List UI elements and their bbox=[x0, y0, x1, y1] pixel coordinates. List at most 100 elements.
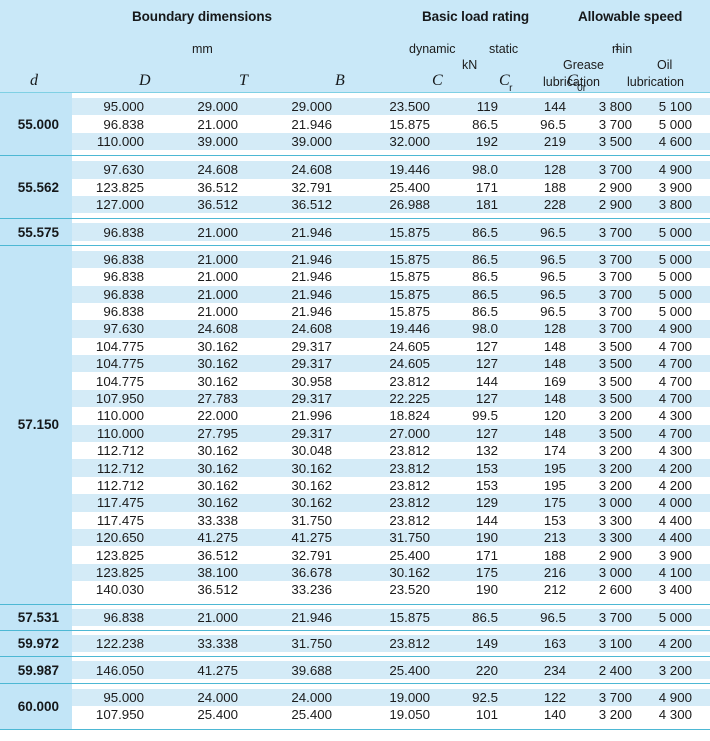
cell-Cr: 171 bbox=[475, 179, 498, 195]
cell-oil_lubrication: 4 300 bbox=[658, 408, 692, 424]
cell-T: 33.338 bbox=[197, 512, 238, 528]
cell-Cr: 127 bbox=[475, 338, 498, 354]
cell-D: 120.650 bbox=[95, 530, 144, 546]
cell-Cr: 175 bbox=[475, 564, 498, 580]
table-row: 96.838 21.000 21.946 15.875 86.5 96.5 3 700 5 0… bbox=[72, 302, 710, 321]
cell-B: 30.162 bbox=[291, 478, 332, 493]
cell-T: 21.000 bbox=[197, 224, 238, 240]
cell-oil_lubrication: 5 100 bbox=[658, 99, 692, 115]
cell-grease_lubrication: 2 900 bbox=[598, 197, 632, 213]
cell-oil_lubrication: 4 900 bbox=[658, 162, 692, 178]
cell-T: 25.400 bbox=[197, 707, 238, 723]
cell-T: 30.162 bbox=[197, 356, 238, 372]
cell-Cr: 86.5 bbox=[472, 269, 498, 285]
cell-Cr: 190 bbox=[475, 530, 498, 546]
cell-C: 19.446 bbox=[389, 321, 430, 337]
header-band-groups: Boundary dimensions Basic load rating Al… bbox=[0, 9, 710, 29]
cell-C: 23.812 bbox=[389, 512, 430, 528]
table-header: Boundary dimensions Basic load rating Al… bbox=[0, 0, 710, 95]
table-row: 97.630 24.608 24.608 19.446 98.0 128 3 700 4 90… bbox=[72, 161, 710, 179]
table-row: 123.825 36.512 32.791 25.400 171 188 2 900 3 90… bbox=[72, 546, 710, 564]
cell-grease_lubrication: 3 500 bbox=[598, 133, 632, 149]
cell-oil_lubrication: 4 300 bbox=[658, 707, 692, 723]
cell-B: 30.162 bbox=[291, 460, 332, 476]
cell-B: 21.946 bbox=[291, 269, 332, 285]
cell-D: 112.712 bbox=[96, 460, 144, 476]
cell-T: 24.608 bbox=[197, 321, 238, 337]
table-row: 107.950 25.400 25.400 19.050 101 140 3 200 4 30… bbox=[72, 706, 710, 724]
cell-Cr: 192 bbox=[475, 133, 498, 149]
header-symbol-C0r: C0r bbox=[567, 72, 587, 94]
cell-C0r: 128 bbox=[543, 321, 566, 337]
cell-B: 24.000 bbox=[291, 689, 332, 705]
cell-grease_lubrication: 2 400 bbox=[598, 662, 632, 678]
group-spacer-top bbox=[72, 657, 710, 662]
cell-T: 21.000 bbox=[197, 116, 238, 132]
header-symbol-Cr-subscript: r bbox=[509, 83, 513, 95]
bore-group: 57.150 96.838 21.000 21.946 15.875 86.5 96.5 3 … bbox=[0, 244, 710, 604]
header-symbol-Cr: Cr bbox=[499, 72, 513, 95]
cell-grease_lubrication: 3 500 bbox=[598, 425, 632, 441]
group-spacer-bottom bbox=[72, 213, 710, 219]
cell-T: 21.000 bbox=[197, 269, 238, 285]
cell-C: 27.000 bbox=[389, 425, 430, 441]
cell-oil_lubrication: 4 400 bbox=[658, 512, 692, 528]
header-symbol-D: D bbox=[139, 72, 151, 89]
cell-oil_lubrication: 5 000 bbox=[658, 251, 692, 267]
cell-C: 23.812 bbox=[389, 478, 430, 493]
cell-D: 96.838 bbox=[103, 224, 144, 240]
cell-T: 30.162 bbox=[197, 373, 238, 389]
cell-C0r: 148 bbox=[543, 391, 566, 407]
table-row: 120.650 41.275 41.275 31.750 190 213 3 300 4 40… bbox=[72, 528, 710, 547]
cell-B: 39.688 bbox=[291, 662, 332, 678]
header-symbol-C: C bbox=[432, 72, 443, 89]
cell-oil_lubrication: 4 100 bbox=[658, 564, 692, 580]
cell-grease_lubrication: 3 500 bbox=[598, 373, 632, 389]
cell-Cr: 86.5 bbox=[472, 304, 498, 320]
cell-B: 25.400 bbox=[291, 707, 332, 723]
header-unit-mm: mm bbox=[192, 42, 213, 56]
cell-C0r: 144 bbox=[543, 99, 566, 115]
cell-C: 31.750 bbox=[389, 530, 430, 546]
cell-D: 104.775 bbox=[95, 373, 144, 389]
table-row: 96.838 21.000 21.946 15.875 86.5 96.5 3 700 5 0… bbox=[72, 115, 710, 133]
cell-C0r: 212 bbox=[543, 582, 566, 598]
cell-C0r: 96.5 bbox=[540, 116, 566, 132]
cell-Cr: 86.5 bbox=[472, 286, 498, 302]
table-bottom-rule bbox=[0, 728, 710, 731]
cell-D: 112.712 bbox=[96, 443, 144, 459]
cell-Cr: 101 bbox=[475, 707, 498, 723]
cell-C0r: 96.5 bbox=[540, 304, 566, 320]
cell-B: 21.946 bbox=[291, 251, 332, 267]
cell-grease_lubrication: 3 700 bbox=[598, 321, 632, 337]
table-row: 117.475 33.338 31.750 23.812 144 153 3 300 4 40… bbox=[72, 511, 710, 529]
cell-B: 32.791 bbox=[291, 547, 332, 563]
table-row: 140.030 36.512 33.236 23.520 190 212 2 600 3 40… bbox=[72, 581, 710, 599]
cell-T: 36.512 bbox=[197, 179, 238, 195]
group-spacer-top bbox=[72, 219, 710, 224]
group-spacer-top bbox=[72, 604, 710, 609]
cell-oil_lubrication: 4 700 bbox=[658, 373, 692, 389]
cell-C0r: 174 bbox=[543, 443, 566, 459]
cell-B: 21.996 bbox=[291, 408, 332, 424]
cell-D: 95.000 bbox=[103, 99, 144, 115]
cell-C: 23.500 bbox=[389, 99, 430, 115]
cell-C0r: 219 bbox=[543, 133, 566, 149]
cell-C: 15.875 bbox=[389, 116, 430, 132]
cell-T: 21.000 bbox=[197, 251, 238, 267]
group-spacer-top bbox=[72, 156, 710, 162]
cell-T: 39.000 bbox=[197, 133, 238, 149]
cell-C0r: 216 bbox=[543, 564, 566, 580]
cell-grease_lubrication: 3 700 bbox=[598, 689, 632, 705]
cell-D: 122.238 bbox=[95, 636, 144, 652]
cell-D: 107.950 bbox=[95, 707, 144, 723]
cell-D: 146.050 bbox=[95, 662, 144, 678]
cell-B: 30.048 bbox=[291, 443, 332, 459]
cell-Cr: 132 bbox=[475, 443, 498, 459]
cell-C: 15.875 bbox=[389, 269, 430, 285]
cell-C: 24.605 bbox=[389, 338, 430, 354]
cell-B: 29.317 bbox=[291, 338, 332, 354]
cell-D: 97.630 bbox=[103, 321, 144, 337]
cell-T: 21.000 bbox=[197, 286, 238, 302]
cell-C: 18.824 bbox=[389, 408, 430, 424]
